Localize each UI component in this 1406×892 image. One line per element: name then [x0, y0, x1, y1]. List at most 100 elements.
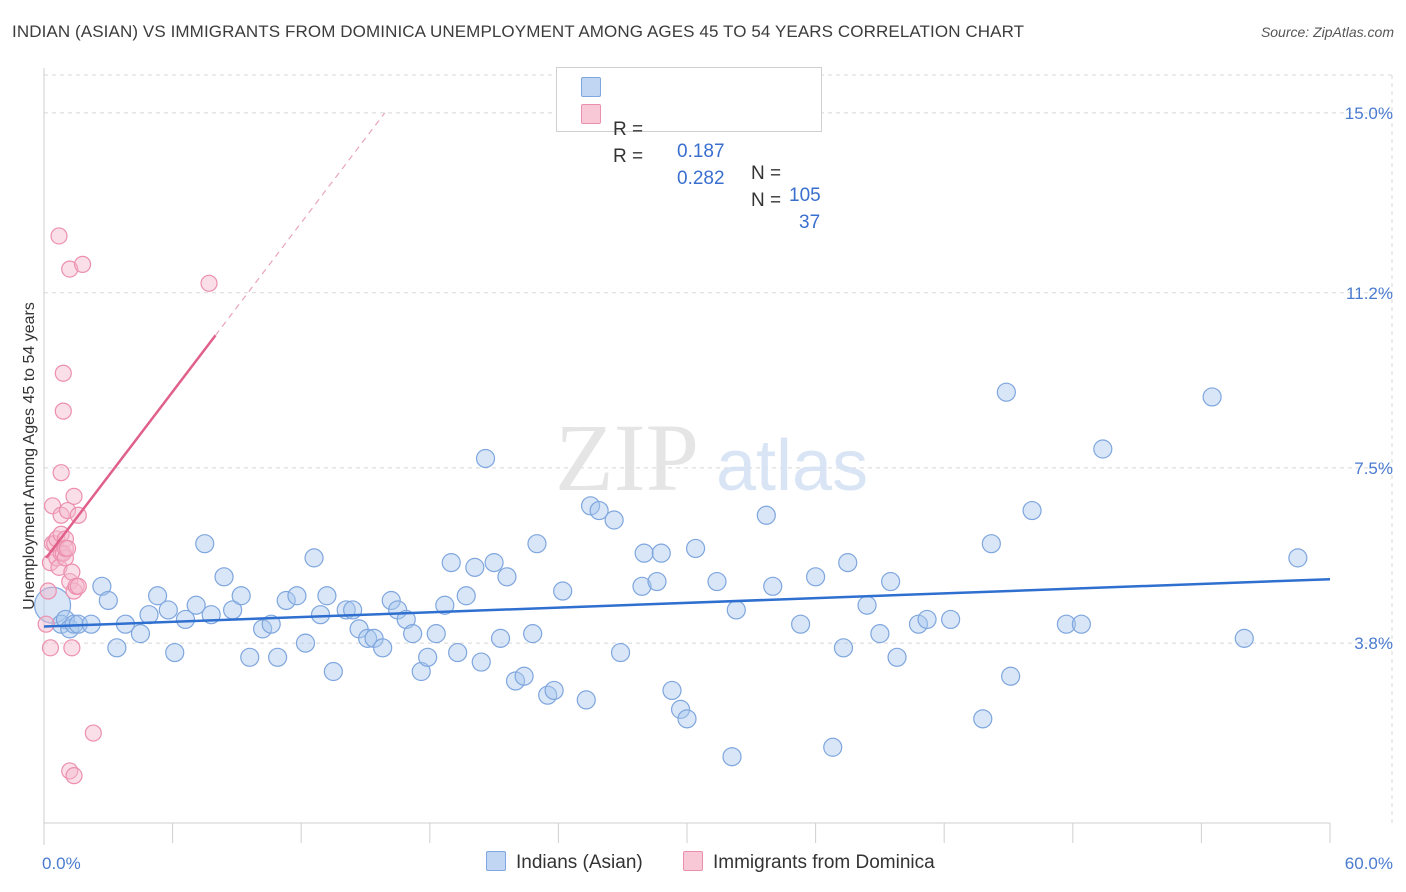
bottom-legend-label-dominica: Immigrants from Dominica [713, 852, 935, 873]
chart-title: INDIAN (ASIAN) VS IMMIGRANTS FROM DOMINI… [12, 22, 1025, 41]
point-indians [465, 557, 485, 577]
point-indians [418, 647, 438, 667]
point-dominica [69, 577, 87, 595]
point-dominica [58, 539, 77, 558]
point-indians [823, 737, 843, 757]
y-tick-label: 3.8% [1354, 634, 1393, 653]
trend-line-dominica-extension [214, 112, 386, 336]
point-indians [92, 576, 112, 596]
point-indians [589, 500, 609, 521]
point-indians [726, 600, 746, 620]
point-indians [435, 595, 455, 615]
point-indians [448, 642, 468, 663]
point-indians [441, 553, 461, 573]
point-indians [917, 609, 937, 630]
point-indians [1056, 614, 1076, 634]
point-indians [553, 581, 573, 601]
point-indians [276, 590, 296, 611]
point-dominica [39, 582, 57, 600]
x-tick-label-min: 0.0% [42, 854, 81, 873]
point-indians [662, 680, 682, 701]
point-indians [261, 614, 281, 634]
trend-line-indians [43, 577, 1331, 628]
point-indians [310, 605, 331, 625]
point-indians [996, 382, 1016, 402]
point-indians [268, 647, 288, 667]
point-dominica [61, 260, 79, 278]
point-dominica [52, 464, 70, 482]
point-indians [790, 614, 811, 634]
point-indians [98, 590, 118, 611]
point-indians [685, 538, 706, 559]
axes [43, 68, 1331, 845]
legend-r-label: R = [613, 146, 644, 167]
point-dominica [54, 402, 72, 420]
point-indians [523, 624, 543, 644]
point-indians [130, 624, 151, 644]
point-dominica [41, 639, 60, 657]
bottom-legend-swatch-indians [486, 851, 506, 871]
point-indians [576, 690, 596, 710]
point-indians [1202, 387, 1222, 407]
point-indians [833, 638, 854, 658]
point-indians [544, 680, 564, 701]
y-tick-label: 7.5% [1354, 459, 1393, 478]
point-indians [373, 638, 393, 658]
point-dominica [50, 227, 68, 245]
point-dominica [63, 563, 81, 581]
point-indians [107, 638, 127, 658]
legend-r-value-indians: 0.187 [677, 141, 725, 162]
y-tick-label: 11.2% [1346, 284, 1393, 303]
point-indians [323, 661, 343, 682]
legend-n-label: N = [751, 163, 782, 184]
point-indians [610, 642, 631, 663]
point-indians [887, 647, 907, 667]
point-indians [647, 571, 667, 592]
bottom-legend-indians: Indians (Asian) [486, 851, 643, 874]
point-indians [139, 605, 159, 625]
point-indians [396, 609, 416, 630]
point-indians [403, 624, 423, 644]
point-indians [604, 510, 624, 530]
trend-line-dominica [45, 334, 217, 559]
point-indians [317, 586, 337, 606]
point-dominica [65, 487, 83, 505]
point-indians [304, 548, 324, 568]
point-dominica [65, 767, 83, 785]
point-indians [632, 576, 652, 596]
point-dominica [63, 639, 81, 657]
y-tick-label: 15.0% [1345, 104, 1393, 123]
bottom-legend-dominica: Immigrants from Dominica [683, 851, 935, 874]
point-dominica [200, 274, 218, 292]
point-indians [214, 567, 234, 587]
y-axis-label: Unemployment Among Ages 45 to 54 years [21, 302, 38, 610]
legend-r-value-dominica: 0.282 [677, 168, 725, 189]
point-indians [527, 534, 547, 554]
point-indians [456, 586, 476, 606]
point-indians [941, 609, 961, 630]
point-indians [756, 505, 776, 525]
point-indians [634, 543, 654, 563]
legend-n-label: N = [751, 190, 782, 211]
point-indians [1071, 614, 1091, 634]
point-indians [287, 586, 307, 606]
point-indians [295, 633, 316, 653]
point-dominica [58, 501, 77, 520]
tick-labels: 3.8% 7.5% 11.2% 15.0% 0.0% 60.0% [42, 104, 1393, 873]
point-indians [670, 699, 691, 719]
point-indians [1001, 666, 1021, 686]
watermark: ZIP atlas [555, 404, 868, 511]
point-indians [471, 652, 491, 672]
point-indians [881, 571, 901, 592]
point-indians [763, 576, 783, 596]
point-dominica [84, 724, 102, 742]
bottom-legend-label-indians: Indians (Asian) [516, 852, 643, 873]
legend-swatch-indians [581, 77, 601, 97]
legend-swatch-dominica [581, 104, 601, 124]
point-indians [475, 448, 496, 469]
legend-n-value-dominica: 37 [799, 212, 821, 233]
watermark-zip: ZIP [555, 404, 699, 511]
point-indians [426, 624, 446, 644]
point-indians [1288, 548, 1308, 568]
